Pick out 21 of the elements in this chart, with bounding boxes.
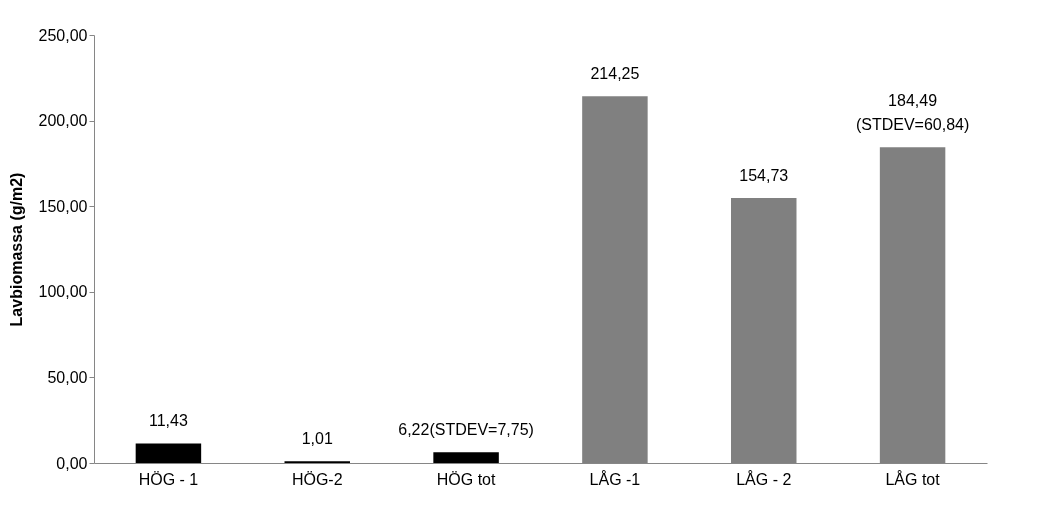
x-tick-label: HÖG-2 — [291, 470, 343, 488]
data-label: 6,22(STDEV=7,75) — [398, 421, 534, 439]
y-axis-title: Lavbiomassa (g/m2) — [7, 172, 25, 327]
x-tick-label: LÅG -1 — [589, 469, 641, 488]
data-label: 11,43 — [148, 412, 188, 430]
x-tick-label: LÅG - 2 — [736, 469, 792, 488]
x-tick-label: LÅG tot — [885, 469, 941, 488]
y-tick-label: 250,00 — [38, 26, 88, 44]
y-tick-label: 0,00 — [56, 454, 88, 472]
data-label: 1,01 — [301, 430, 333, 448]
data-label: 214,25 — [590, 65, 640, 83]
data-label: 154,73 — [739, 167, 789, 185]
y-tick-label: 150,00 — [38, 197, 88, 215]
y-tick-label: 100,00 — [38, 283, 88, 301]
y-tick-label: 50,00 — [47, 368, 88, 386]
x-tick-label: HÖG - 1 — [138, 470, 199, 488]
bar — [433, 452, 499, 463]
y-tick-label: 200,00 — [38, 112, 88, 130]
text: 184,49 (STDEV=60,84) — [855, 92, 970, 134]
bar — [135, 443, 202, 463]
x-tick-label: HÖG tot — [436, 470, 496, 488]
